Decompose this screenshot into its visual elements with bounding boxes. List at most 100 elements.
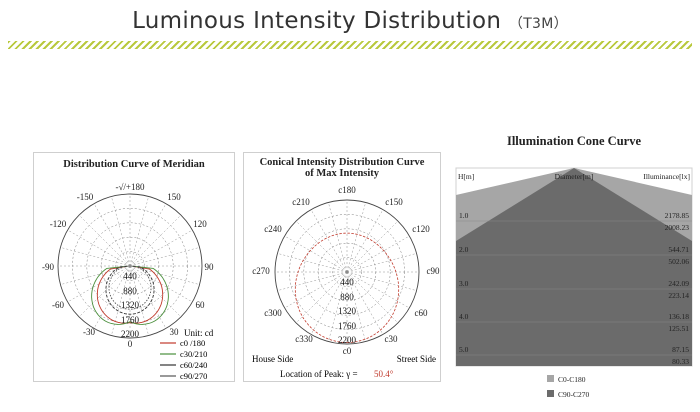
m-spoke (60, 247, 131, 267)
cone-row-v2-4: 125.51 (668, 324, 689, 333)
c-angle-c0: c0 (343, 346, 352, 356)
c-radial-440: 440 (340, 277, 354, 287)
cone-row-v1-2: 544.71 (668, 245, 689, 254)
curve-c0 (96, 265, 164, 324)
cone-row-v2-1: 2008.23 (665, 223, 690, 232)
c-spoke (346, 220, 399, 273)
cone-row-h-1: 1.0 (459, 211, 469, 220)
c-spoke (346, 253, 417, 273)
m-spoke (93, 203, 131, 267)
m-radial-1320: 1320 (121, 300, 140, 310)
m-angle-n60: -60 (52, 300, 64, 310)
house-side-label: House Side (252, 354, 293, 364)
title-subtitle: （T3M） (508, 16, 568, 32)
conical-title-1: Conical Intensity Distribution Curve (259, 157, 425, 168)
cone-legend-swatch-c90 (547, 390, 554, 397)
c-angle-c270: c270 (252, 266, 270, 276)
cone-h-label: H[m] (458, 172, 474, 181)
c-spoke (295, 271, 348, 324)
c-spoke (346, 271, 417, 291)
cone-row-v1-3: 242.09 (668, 279, 689, 288)
m-angle-150: 150 (167, 192, 181, 202)
meridian-chart: -√/+180 150 -150 120 -120 90 -90 60 -60 … (42, 182, 215, 381)
conical-title-2: of Max Intensity (304, 168, 380, 179)
cone-row-v2-5: 80.33 (672, 357, 689, 366)
c-spoke (277, 253, 348, 273)
m-spoke (111, 196, 131, 267)
cone-row-h-2: 2.0 (459, 245, 469, 254)
legend-c30: c30/210 (180, 349, 207, 359)
cone-legend-c90: C90-C270 (558, 390, 590, 399)
street-side-label: Street Side (397, 354, 436, 364)
m-spoke (93, 265, 131, 329)
cone-row-h-4: 4.0 (459, 312, 469, 321)
m-spoke (129, 229, 193, 267)
m-angle-90: 90 (205, 262, 215, 272)
cone-title: Illumination Cone Curve (506, 134, 642, 148)
c-angle-c60: c60 (415, 308, 428, 318)
m-ring (86, 222, 174, 310)
m-angle-0: 0 (128, 339, 133, 349)
cone-illuminance-label: Illuminance[lx] (643, 172, 690, 181)
c-ring (332, 257, 362, 287)
m-unit: Unit: cd (184, 328, 214, 338)
cone-row-v2-2: 502.06 (668, 257, 689, 266)
c-spoke (328, 202, 348, 273)
c-spoke (346, 235, 410, 273)
m-angle-n90: -90 (42, 262, 54, 272)
m-ring (115, 251, 145, 281)
c-radial-1760: 1760 (338, 321, 357, 331)
conical-grid (274, 199, 420, 345)
c-radial-1320: 1320 (338, 306, 357, 316)
cone-row-v1-1: 2178.85 (665, 211, 690, 220)
curve-c60 (105, 265, 155, 315)
curve-c30 (91, 265, 169, 325)
m-radial-880: 880 (123, 286, 137, 296)
m-spoke (129, 265, 167, 329)
cone-diameter-label: Diameter[m] (555, 172, 594, 181)
conical-panel: Conical Intensity Distribution Curve of … (243, 152, 441, 382)
c-spoke (310, 209, 348, 273)
meridian-title: Distribution Curve of Meridian (63, 159, 205, 170)
m-spoke (78, 265, 131, 318)
m-spoke (129, 196, 149, 267)
c-angle-c150: c150 (385, 197, 403, 207)
c-ring (303, 228, 391, 316)
c-radial-880: 880 (340, 292, 354, 302)
m-angle-n30: -30 (83, 327, 95, 337)
c-spoke (277, 271, 348, 291)
c-radial-2200: 2200 (338, 335, 357, 345)
cone-row-v1-5: 87.15 (672, 345, 689, 354)
cone-panel: H[m] Diameter[m] Illuminance[lx] 1.0 217… (455, 153, 693, 405)
c-spoke (284, 271, 348, 309)
cone-legend-swatch-c0 (547, 375, 554, 382)
cone-legend-c0: C0-C180 (558, 375, 586, 384)
c-spoke (346, 271, 410, 309)
m-outer-ring (57, 193, 203, 339)
c-spoke (295, 220, 348, 273)
m-angle-120: 120 (193, 219, 207, 229)
cone-chart: H[m] Diameter[m] Illuminance[lx] 1.0 217… (455, 167, 693, 399)
m-angle-n150: -150 (77, 192, 94, 202)
c-angle-c330: c330 (295, 334, 313, 344)
page-title: Luminous Intensity Distribution （T3M） (0, 8, 700, 34)
c-spoke (284, 235, 348, 273)
m-spoke (129, 203, 167, 267)
cone-row-h-3: 3.0 (459, 279, 469, 288)
c-angle-c300: c300 (264, 308, 282, 318)
title-text: Luminous Intensity Distribution (132, 8, 502, 34)
hatch-divider (8, 41, 692, 49)
m-angle-60: 60 (196, 300, 206, 310)
m-angle-top: -√/+180 (115, 182, 145, 192)
cone-row-v2-3: 223.14 (668, 291, 689, 300)
c-angle-c180: c180 (338, 185, 356, 195)
m-radial-2200: 2200 (121, 329, 140, 339)
m-spoke (129, 214, 182, 267)
cone-row-h-5: 5.0 (459, 345, 469, 354)
c-spoke (346, 271, 384, 335)
cone-rows: 1.0 2178.85 2008.23 2.0 544.71 502.06 3.… (456, 211, 692, 366)
meridian-curves (91, 265, 169, 325)
meridian-panel: Distribution Curve of Meridian -√/+180 1… (33, 152, 235, 382)
legend-c90: c90/270 (180, 371, 207, 381)
c-spoke (346, 202, 366, 273)
